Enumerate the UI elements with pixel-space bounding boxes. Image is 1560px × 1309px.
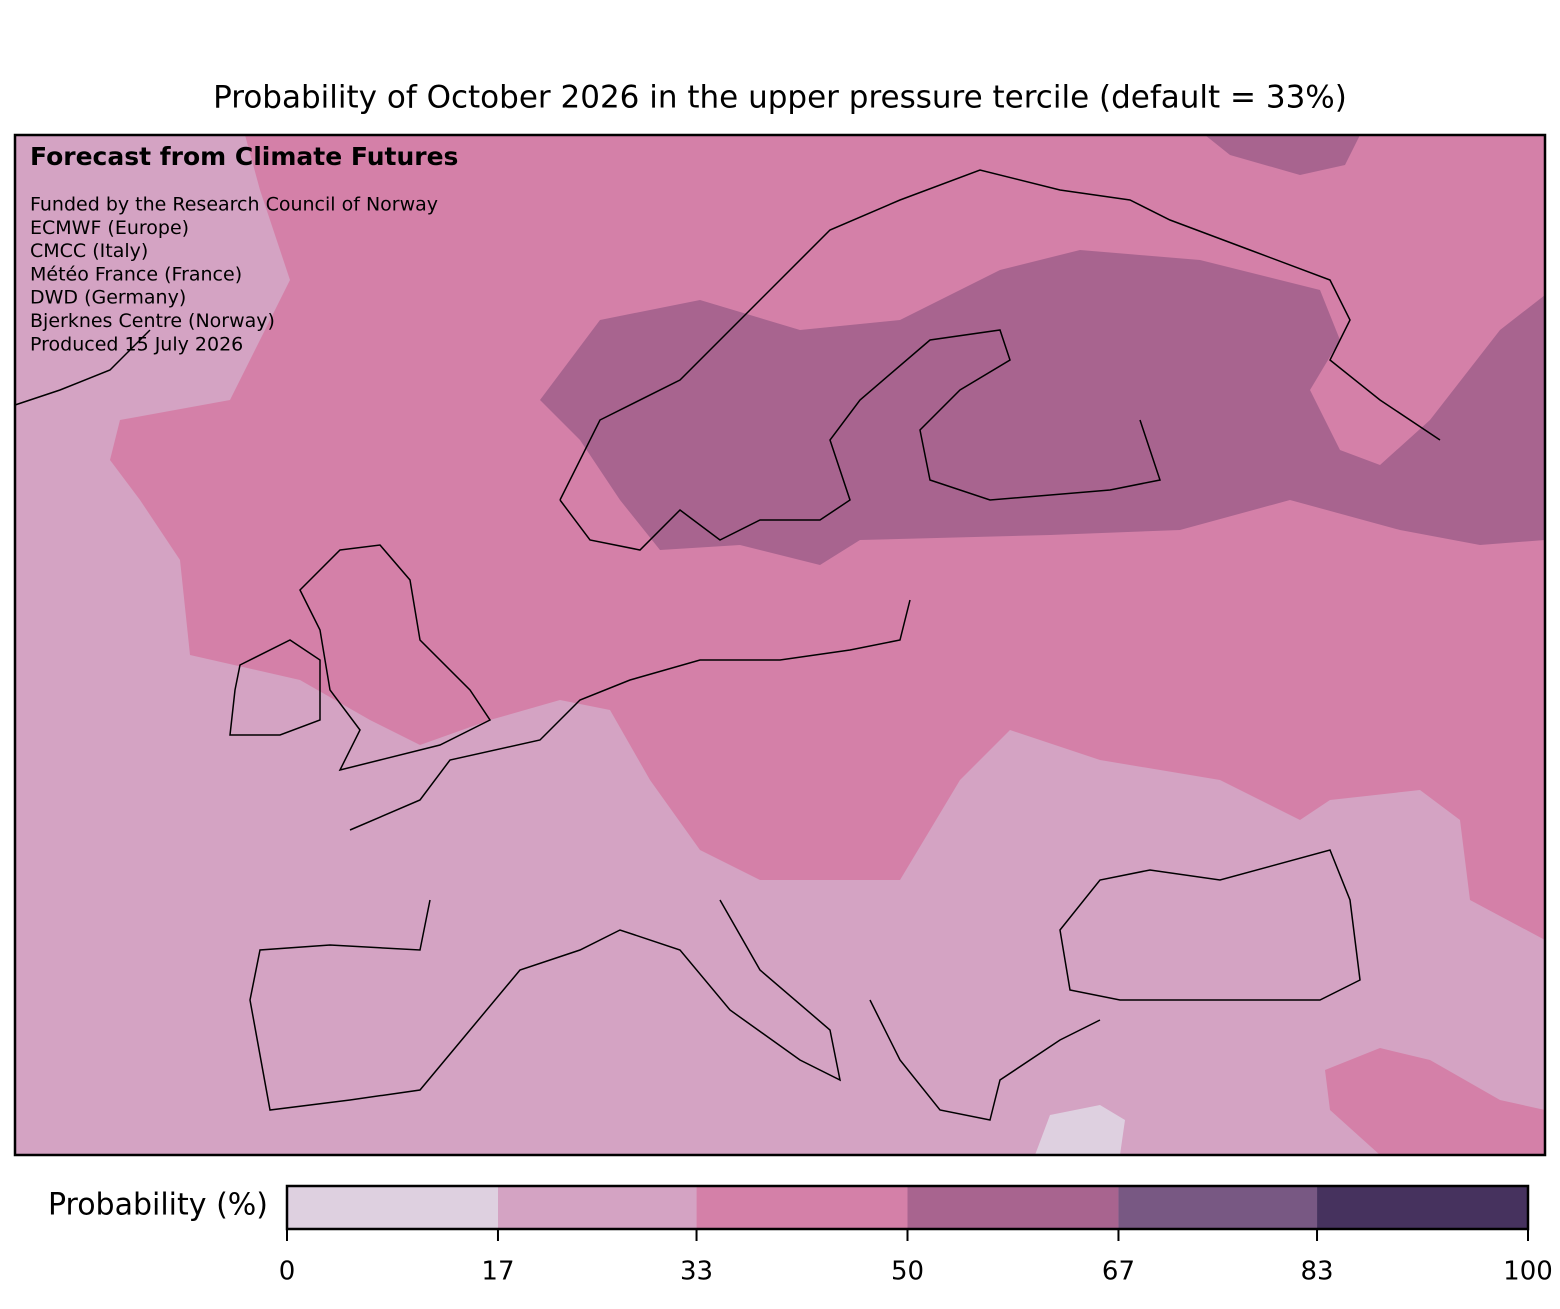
colorbar-tick-label: 0 bbox=[279, 1257, 296, 1287]
colorbar-bin bbox=[907, 1186, 1119, 1229]
colorbar-bin bbox=[1317, 1186, 1528, 1229]
annotation-lines: Funded by the Research Council of Norway… bbox=[30, 194, 438, 356]
colorbar-label: Probability (%) bbox=[48, 1188, 268, 1223]
colorbar-bin bbox=[696, 1186, 908, 1229]
colorbar-tick-label: 33 bbox=[680, 1257, 713, 1287]
colorbar-bin bbox=[287, 1186, 498, 1229]
colorbar-tick-label: 67 bbox=[1102, 1257, 1135, 1287]
annotation-line: Produced 15 July 2026 bbox=[30, 333, 243, 355]
annotation-line: Funded by the Research Council of Norway bbox=[30, 194, 438, 216]
annotation-line: Bjerknes Centre (Norway) bbox=[30, 310, 275, 332]
colorbar-tick-label: 100 bbox=[1503, 1257, 1553, 1287]
probability-region bbox=[1035, 1105, 1125, 1155]
colorbar-bin bbox=[497, 1186, 697, 1229]
colorbar: 0 17 33 50 67 83 100 bbox=[279, 1184, 1553, 1287]
colorbar-bin bbox=[1118, 1186, 1318, 1229]
probability-region bbox=[540, 250, 1545, 565]
colorbar-tick-label: 50 bbox=[891, 1257, 924, 1287]
probability-region bbox=[1325, 1048, 1545, 1155]
annotation-heading: Forecast from Climate Futures bbox=[30, 142, 458, 171]
annotation-line: CMCC (Italy) bbox=[30, 240, 148, 262]
probability-region bbox=[1205, 135, 1360, 175]
colorbar-tick-label: 17 bbox=[481, 1257, 514, 1287]
map-title: Probability of October 2026 in the upper… bbox=[213, 80, 1347, 116]
map-area bbox=[14, 135, 1545, 1155]
annotation-line: Météo France (France) bbox=[30, 263, 242, 285]
colorbar-tick-label: 83 bbox=[1300, 1257, 1333, 1287]
annotation-line: DWD (Germany) bbox=[30, 287, 186, 309]
coastlines bbox=[14, 169, 1441, 1121]
annotation-line: ECMWF (Europe) bbox=[30, 217, 189, 239]
map-frame bbox=[13, 133, 1547, 1157]
